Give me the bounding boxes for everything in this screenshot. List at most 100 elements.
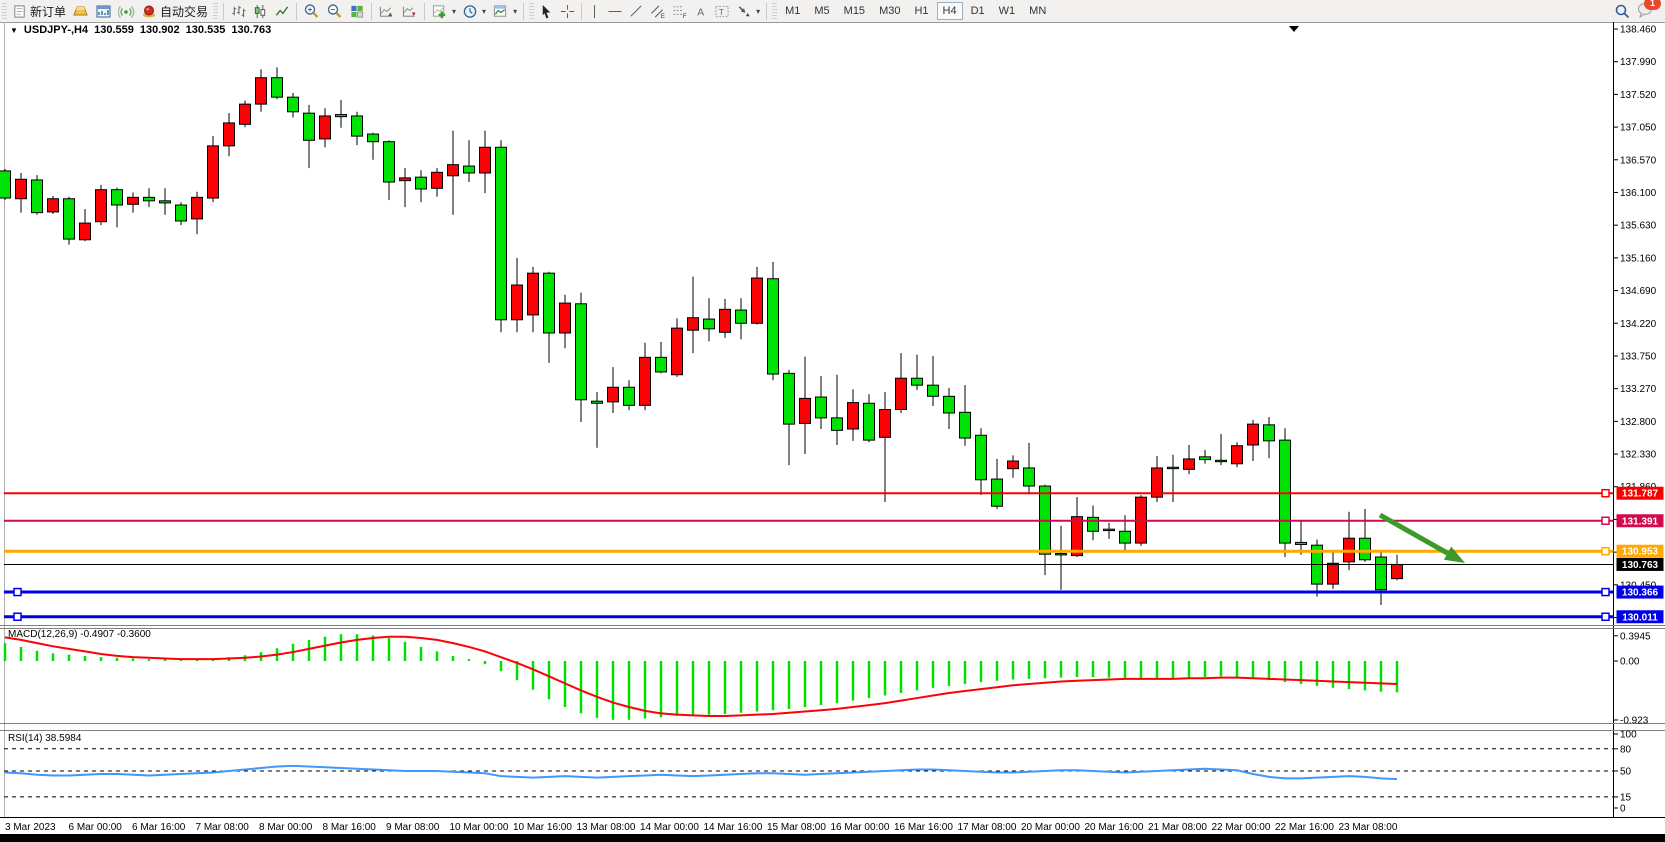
level-handle-right[interactable]: [1601, 587, 1610, 597]
crosshair-tool-button[interactable]: [557, 1, 578, 21]
timeframe-w1[interactable]: W1: [998, 5, 1016, 17]
tile-windows-button[interactable]: [346, 1, 368, 21]
level-handle-right[interactable]: [1601, 488, 1610, 498]
current-price-badge: [1616, 557, 1664, 571]
tile-windows-icon: [351, 5, 364, 18]
market-window-icon: [96, 5, 111, 17]
level-handle-left[interactable]: [13, 612, 22, 622]
rsi-value: 38.5984: [45, 733, 82, 744]
time-axis-label: 14 Mar 16:00: [704, 822, 763, 833]
time-axis-label: 3 Mar 2023: [5, 822, 56, 833]
symbol-dropdown-icon[interactable]: ▼: [10, 25, 18, 35]
candle-bear: [543, 272, 555, 334]
indicators-button[interactable]: ▾: [428, 1, 459, 21]
level-handle-right[interactable]: [1601, 546, 1610, 556]
candle-bull: [1151, 467, 1163, 498]
market-window-button[interactable]: [92, 1, 115, 21]
level-131.391-badge-label: 131.391: [1622, 516, 1659, 527]
main-toolbar: 新订单 自动交易: [0, 0, 1665, 23]
auto-scroll-button[interactable]: [375, 1, 398, 21]
horizontal-line-tool-button[interactable]: [604, 1, 626, 21]
timeframe-mn[interactable]: MN: [1029, 5, 1047, 17]
cursor-tool-button[interactable]: [536, 1, 557, 21]
level-handle-left[interactable]: [13, 587, 22, 597]
timeframe-d1[interactable]: D1: [970, 5, 985, 17]
text-tool-button[interactable]: A: [691, 1, 711, 21]
candle-bull: [239, 103, 251, 125]
candle-bull: [751, 277, 763, 324]
templates-icon: [494, 4, 507, 17]
chart-high-value: 130.902: [139, 24, 180, 36]
price-axis: 138.460 137.990 137.520 137.050 136.570 136.1…: [1613, 25, 1657, 624]
candle-bear: [303, 112, 315, 141]
line-chart-button[interactable]: [271, 1, 293, 21]
text-label-tool-button[interactable]: T: [711, 1, 733, 21]
level-handle-right[interactable]: [1601, 612, 1610, 622]
candle-bull: [895, 377, 907, 411]
chart-area[interactable]: 138.460 137.990 137.520 137.050 136.570 136.1…: [0, 22, 1665, 842]
candle-bull: [15, 178, 27, 200]
rsi-scale-label: 15: [1620, 792, 1632, 803]
notifications-button[interactable]: 1: [1637, 0, 1661, 21]
search-icon[interactable]: [1614, 3, 1631, 20]
zoom-in-button[interactable]: [300, 1, 323, 21]
time-axis: 3 Mar 2023 6 Mar 00:00 6 Mar 16:00 7 Mar 08…: [5, 822, 1398, 833]
trend-arrow-head: [1443, 546, 1465, 563]
new-order-button[interactable]: 新订单: [9, 1, 69, 21]
level-130.366-badge: [1616, 585, 1664, 599]
signal-button[interactable]: [115, 1, 138, 21]
candle-bull: [527, 272, 539, 316]
chart-symbol-period: USDJPY-,H4: [23, 24, 89, 36]
candlestick-series: [0, 67, 1403, 605]
candle-bull: [847, 402, 859, 430]
timeframe-m30[interactable]: M30: [879, 5, 901, 17]
macd-scale-label: 0.3945: [1620, 631, 1651, 642]
price-axis-label: 137.520: [1620, 90, 1657, 101]
zoom-out-button[interactable]: [323, 1, 346, 21]
candle-bull: [1391, 563, 1403, 580]
candle-bear: [575, 303, 587, 401]
candle-bear: [351, 115, 363, 137]
candle-bull: [47, 198, 59, 213]
price-axis-label: 136.570: [1620, 155, 1657, 166]
candle-bear: [975, 434, 987, 481]
level-handle-right[interactable]: [1601, 516, 1610, 526]
trendline-tool-button[interactable]: [626, 1, 647, 21]
time-axis-label: 10 Mar 16:00: [513, 822, 572, 833]
timeframe-m1[interactable]: M1: [785, 5, 801, 17]
crosshair-icon: [561, 4, 575, 18]
new-order-label: 新订单: [30, 4, 67, 19]
fibonacci-icon: F: [673, 5, 687, 19]
candle-bear: [175, 204, 187, 222]
periods-button[interactable]: ▾: [459, 1, 489, 21]
notification-badge: 1: [1644, 0, 1661, 10]
arrows-tool-button[interactable]: ▾: [733, 1, 763, 21]
templates-button[interactable]: ▾: [489, 1, 520, 21]
time-axis-label: 15 Mar 08:00: [767, 822, 826, 833]
templates-dropdown-arrow: ▾: [513, 6, 518, 16]
candle-bear: [159, 200, 171, 204]
vertical-line-tool-button[interactable]: [585, 1, 604, 21]
timeframe-m5[interactable]: M5: [814, 5, 830, 17]
candlestick-chart-button[interactable]: [249, 1, 271, 21]
timeframe-m15[interactable]: M15: [843, 5, 866, 17]
chart-shift-button[interactable]: [398, 1, 421, 21]
timeframe-h4[interactable]: H4: [936, 2, 963, 20]
candle-bear: [111, 189, 123, 206]
bar-chart-button[interactable]: [227, 1, 249, 21]
fibonacci-tool-button[interactable]: F: [669, 1, 691, 21]
candle-bull: [1183, 458, 1195, 470]
candle-bear: [767, 278, 779, 375]
candle-bear: [623, 386, 635, 406]
cursor-icon: [542, 4, 551, 18]
time-axis-label: 6 Mar 16:00: [132, 822, 186, 833]
auto-trading-button[interactable]: 自动交易: [138, 1, 211, 21]
candle-bear: [271, 77, 283, 98]
macd-main-value: -0.4907: [80, 629, 115, 640]
level-130.953-badge: [1616, 544, 1664, 558]
timeframe-h1[interactable]: H1: [914, 5, 929, 17]
trend-arrow[interactable]: [1378, 512, 1465, 563]
channel-tool-button[interactable]: E: [647, 1, 669, 21]
gold-button[interactable]: [69, 1, 92, 21]
